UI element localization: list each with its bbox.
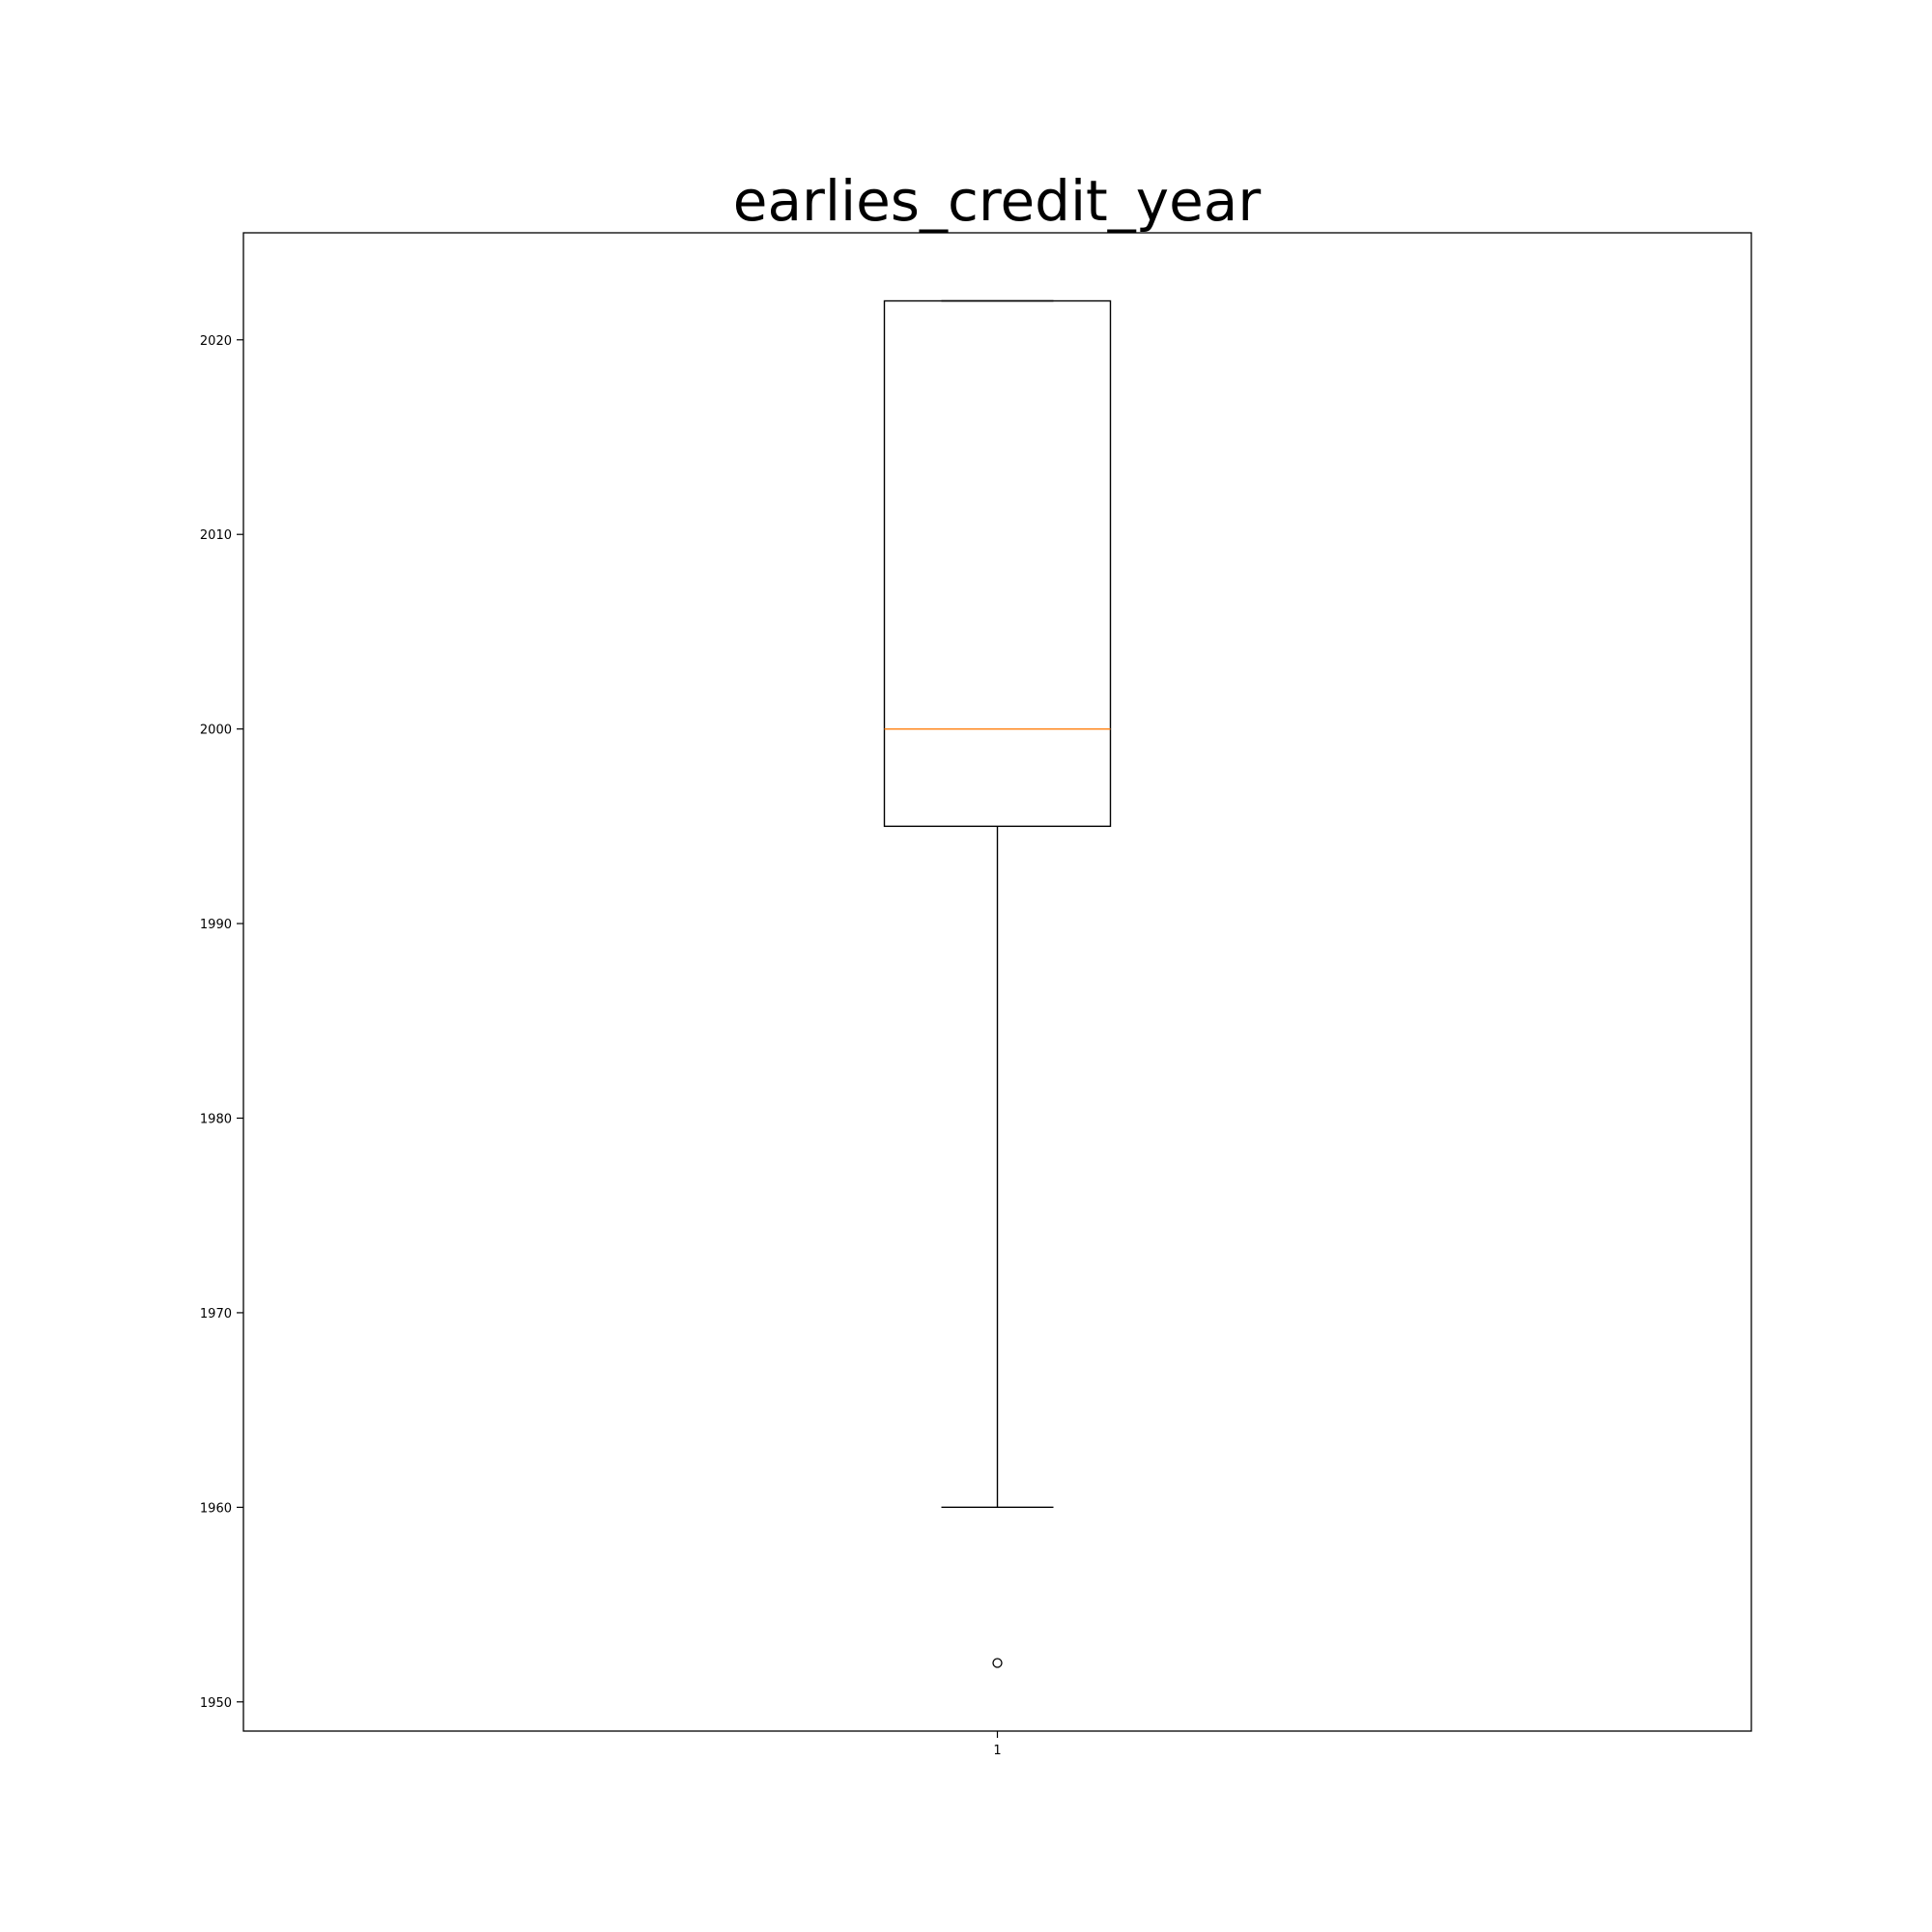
- y-tick-label: 2000: [200, 724, 232, 738]
- box-series: [883, 299, 1112, 1668]
- outlier-point: [992, 1658, 1003, 1668]
- y-tick-label: 1960: [200, 1501, 232, 1516]
- y-axis: 1950 1960 1970 1980 1990 2000 2010 2020: [200, 334, 243, 1711]
- y-tick-label: 1980: [200, 1113, 232, 1127]
- y-tick-label: 1990: [200, 918, 232, 932]
- iqr-box: [883, 299, 1112, 828]
- chart-title: earlies_credit_year: [733, 168, 1262, 234]
- y-tick-label: 1950: [200, 1696, 232, 1711]
- y-tick-label: 2020: [200, 334, 232, 349]
- y-tick-label: 2010: [200, 528, 232, 543]
- y-tick-label: 1970: [200, 1307, 232, 1321]
- x-tick-label: 1: [993, 1744, 1001, 1758]
- x-axis: 1: [993, 1731, 1002, 1758]
